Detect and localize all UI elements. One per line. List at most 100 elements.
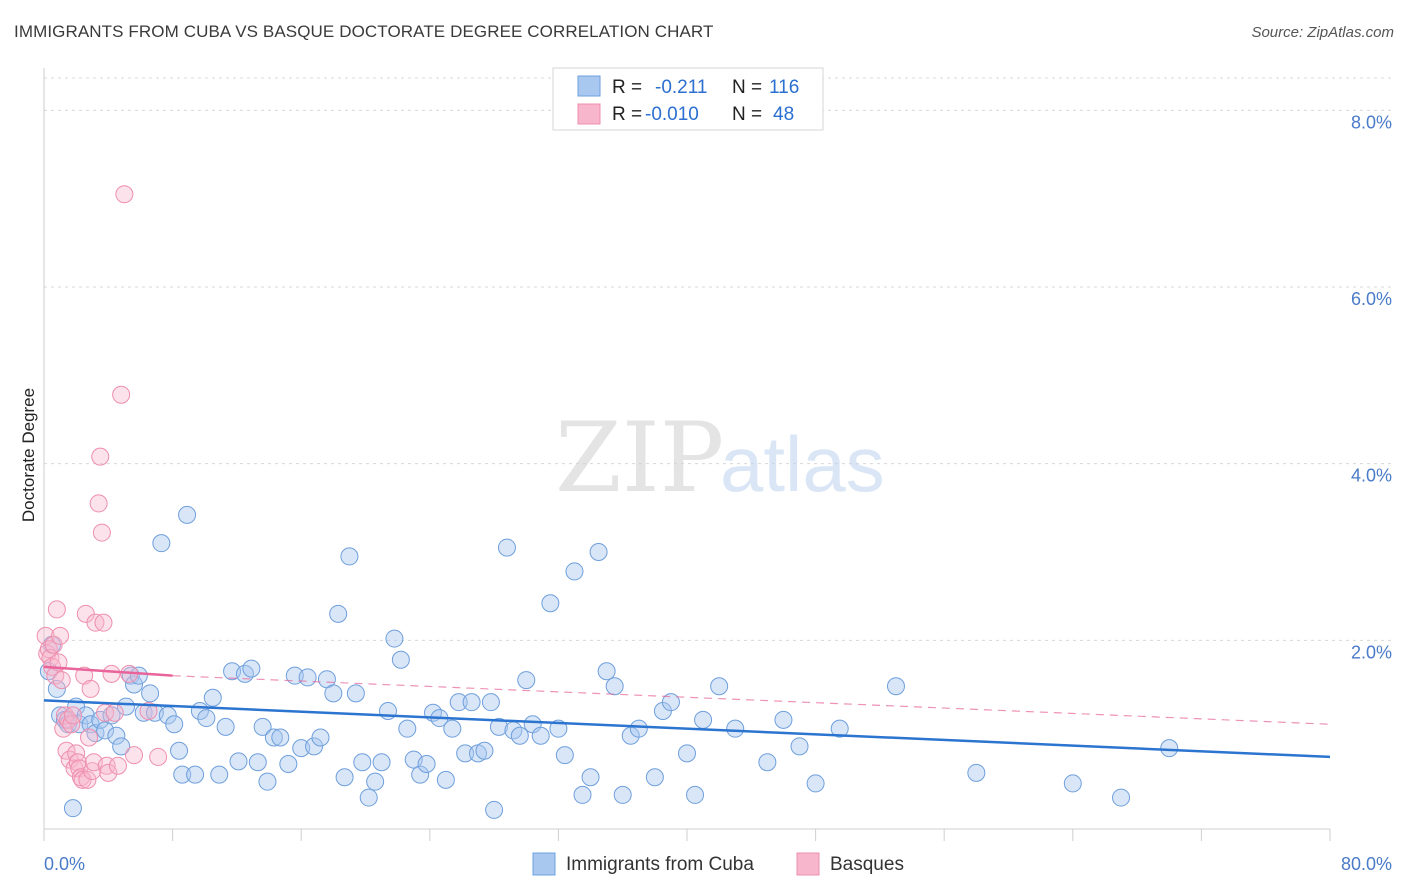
point-cuba-96 xyxy=(645,768,664,787)
point-cuba-34 xyxy=(216,717,235,736)
point-cuba-70 xyxy=(443,719,462,738)
point-cuba-38 xyxy=(242,659,261,678)
point-cuba-63 xyxy=(398,719,417,738)
point-cuba-109 xyxy=(886,677,905,696)
legend-n-value-1: 116 xyxy=(769,77,799,98)
source-credit: Source: ZipAtlas.com xyxy=(1251,24,1394,41)
point-cuba-115 xyxy=(485,800,504,819)
point-basques-47 xyxy=(149,747,168,766)
point-cuba-76 xyxy=(481,693,500,712)
legend-n-label-1: N = xyxy=(732,77,762,98)
point-cuba-59 xyxy=(372,753,391,772)
y-tick-label-0: 2.0% xyxy=(1351,642,1392,662)
y-axis-title: Doctorate Degree xyxy=(19,388,38,522)
point-cuba-48 xyxy=(305,737,324,756)
watermark: ZIP atlas xyxy=(555,402,885,514)
x-tick-label-0: 0.0% xyxy=(44,854,85,874)
y-tick-label-2: 6.0% xyxy=(1351,289,1392,309)
point-cuba-73 xyxy=(462,693,481,712)
point-cuba-41 xyxy=(258,772,277,791)
point-cuba-104 xyxy=(758,753,777,772)
legend-n-label-2: N = xyxy=(732,104,762,125)
legend-swatch-pink xyxy=(577,103,601,125)
point-cuba-100 xyxy=(686,785,705,804)
point-cuba-108 xyxy=(830,719,849,738)
point-cuba-99 xyxy=(678,744,696,763)
watermark-zip: ZIP xyxy=(555,402,724,514)
point-cuba-16 xyxy=(116,697,135,716)
point-basques-42 xyxy=(112,385,131,404)
point-basques-11 xyxy=(54,719,73,738)
point-cuba-110 xyxy=(967,763,986,782)
point-basques-32 xyxy=(89,494,108,513)
legend-r-value-2: -0.010 xyxy=(645,104,699,125)
point-cuba-49 xyxy=(311,728,330,747)
point-cuba-111 xyxy=(1063,774,1082,793)
legend-n-value-2: 48 xyxy=(773,104,794,125)
point-cuba-101 xyxy=(694,710,713,729)
point-basques-35 xyxy=(94,613,113,632)
point-cuba-39 xyxy=(248,753,267,772)
series-immigrants-from-cuba xyxy=(39,505,1179,819)
point-cuba-90 xyxy=(589,543,608,561)
point-cuba-2 xyxy=(47,679,66,698)
point-basques-9 xyxy=(51,626,70,645)
point-cuba-53 xyxy=(335,768,354,787)
point-cuba-95 xyxy=(629,719,648,738)
point-basques-46 xyxy=(139,702,158,720)
point-cuba-89 xyxy=(581,768,600,787)
y-tick-label-1: 4.0% xyxy=(1351,466,1392,486)
trend-line-cuba xyxy=(43,699,1331,759)
point-cuba-83 xyxy=(531,726,550,745)
point-cuba-28 xyxy=(178,505,197,524)
point-basques-10 xyxy=(52,671,71,690)
point-cuba-75 xyxy=(475,741,494,760)
trend-line-basques xyxy=(43,665,173,677)
point-cuba-40 xyxy=(253,717,272,736)
point-basques-26 xyxy=(78,770,97,789)
point-basques-28 xyxy=(81,679,100,698)
point-cuba-102 xyxy=(710,677,729,696)
point-cuba-25 xyxy=(165,715,184,734)
point-cuba-15 xyxy=(112,737,131,756)
point-cuba-98 xyxy=(661,693,680,712)
point-cuba-23 xyxy=(152,534,171,553)
legend-r-label-2: R = xyxy=(612,104,642,125)
point-cuba-77 xyxy=(489,717,508,736)
point-cuba-21 xyxy=(141,684,160,703)
point-basques-5 xyxy=(44,635,63,654)
point-cuba-33 xyxy=(210,765,229,784)
watermark-atlas: atlas xyxy=(720,420,885,508)
axes xyxy=(43,68,1331,841)
point-cuba-91 xyxy=(597,662,616,681)
point-cuba-84 xyxy=(541,594,560,613)
point-cuba-43 xyxy=(271,728,290,747)
x-tick-label-1: 80.0% xyxy=(1341,854,1392,874)
point-basques-33 xyxy=(91,447,110,466)
point-cuba-36 xyxy=(229,752,248,771)
point-cuba-31 xyxy=(197,709,216,728)
point-cuba-12 xyxy=(96,721,115,740)
legend-bottom-swatch-blue xyxy=(532,852,556,876)
y-tick-label-3: 8.0% xyxy=(1351,112,1392,132)
point-cuba-66 xyxy=(417,755,436,773)
point-cuba-42 xyxy=(264,728,283,747)
series-basques xyxy=(36,185,168,789)
legend-r-label-1: R = xyxy=(612,77,642,98)
point-basques-20 xyxy=(68,753,87,772)
legend-item-cuba: Immigrants from Cuba xyxy=(566,854,754,875)
point-cuba-26 xyxy=(170,741,189,760)
point-basques-7 xyxy=(47,600,66,619)
point-cuba-14 xyxy=(107,726,126,745)
point-cuba-71 xyxy=(449,693,468,712)
point-basques-43 xyxy=(115,185,134,204)
point-cuba-106 xyxy=(790,737,809,756)
point-cuba-55 xyxy=(346,684,365,703)
legend-swatch-blue xyxy=(577,75,601,97)
point-cuba-62 xyxy=(391,650,410,669)
point-cuba-105 xyxy=(774,710,793,729)
series-legend: Immigrants from Cuba Basques xyxy=(532,852,904,876)
point-cuba-80 xyxy=(510,726,529,745)
point-basques-39 xyxy=(102,664,121,683)
